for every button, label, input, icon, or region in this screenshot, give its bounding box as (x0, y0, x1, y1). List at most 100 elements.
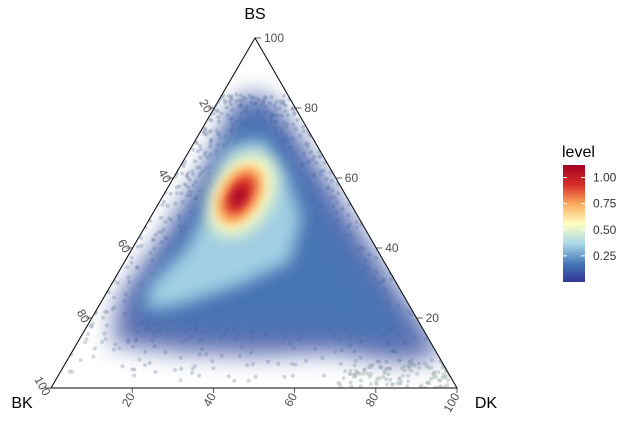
data-point (353, 372, 358, 377)
data-point (139, 236, 144, 240)
data-point (216, 119, 221, 124)
data-point (190, 366, 195, 371)
data-point (282, 374, 287, 379)
data-point (105, 309, 110, 314)
data-point (78, 358, 83, 363)
bk-tick-label: 20 (196, 97, 215, 116)
data-point (177, 184, 182, 189)
data-point (186, 170, 191, 175)
data-point (290, 106, 295, 111)
data-point (101, 315, 105, 320)
data-point (197, 173, 202, 178)
data-point (282, 93, 287, 98)
data-point (197, 352, 202, 357)
data-point (436, 370, 441, 375)
axis-ticks (45, 37, 458, 393)
data-point (234, 92, 239, 97)
data-point (103, 309, 108, 314)
data-point (168, 191, 173, 196)
data-point (298, 133, 303, 138)
data-point (205, 155, 210, 160)
data-point (197, 373, 202, 378)
data-point (290, 361, 294, 366)
data-point (304, 358, 309, 363)
data-point (305, 144, 310, 149)
data-point (281, 101, 286, 105)
data-point (93, 346, 97, 351)
data-point (432, 371, 437, 376)
data-point (150, 238, 155, 242)
data-point (285, 113, 290, 117)
data-point (207, 130, 212, 134)
data-point (224, 105, 229, 110)
data-point (198, 155, 203, 160)
data-point (90, 321, 95, 326)
data-point (132, 367, 137, 372)
data-point (209, 118, 214, 123)
data-point (104, 323, 109, 328)
data-point (253, 374, 258, 379)
dk-tick-label: 60 (281, 390, 300, 409)
data-point (165, 203, 170, 208)
data-point (179, 366, 184, 371)
axis-label-bs: BS (244, 6, 265, 23)
data-point (208, 141, 213, 146)
data-point (336, 191, 341, 196)
data-point (111, 347, 116, 352)
data-point (217, 131, 221, 136)
data-point (183, 159, 188, 164)
data-point (227, 99, 232, 104)
data-point (160, 203, 165, 207)
data-point (173, 201, 178, 206)
data-point (385, 382, 390, 387)
data-point (216, 115, 221, 120)
data-point (291, 107, 296, 111)
data-point (203, 130, 208, 135)
data-point (318, 154, 323, 159)
data-point (250, 362, 255, 367)
data-point (381, 375, 385, 379)
data-point (293, 362, 298, 367)
data-point (178, 355, 183, 360)
data-point (321, 168, 326, 173)
data-point (225, 113, 230, 118)
data-point (174, 185, 179, 190)
data-point (229, 97, 234, 102)
data-point (181, 164, 186, 169)
data-point (215, 108, 220, 113)
data-point (168, 218, 173, 223)
data-point (317, 154, 322, 159)
data-point (375, 376, 380, 381)
data-point (178, 378, 183, 383)
data-point (100, 339, 104, 344)
data-point (283, 103, 288, 108)
data-point (83, 340, 88, 345)
data-point (215, 131, 220, 136)
data-point (338, 362, 343, 366)
triangle-outline (50, 37, 458, 389)
data-point (186, 185, 191, 190)
data-point (229, 95, 234, 100)
density-fill (112, 96, 445, 362)
data-point (135, 244, 140, 249)
data-point (203, 126, 208, 131)
data-point (362, 367, 367, 372)
data-point (112, 305, 117, 310)
data-point (126, 275, 131, 280)
data-point (347, 372, 352, 377)
data-point (84, 337, 89, 342)
data-point (129, 260, 134, 265)
data-point (428, 377, 433, 381)
dk-tick-label: 20 (119, 390, 138, 409)
data-point (388, 377, 393, 382)
data-point (194, 140, 199, 145)
data-point (89, 324, 94, 329)
data-point (143, 349, 148, 354)
data-point (214, 108, 219, 113)
data-point (276, 361, 281, 366)
density-level-darkred (231, 186, 247, 206)
data-point (182, 182, 187, 187)
data-point (159, 229, 164, 234)
data-point (279, 101, 284, 106)
data-point (187, 190, 192, 194)
